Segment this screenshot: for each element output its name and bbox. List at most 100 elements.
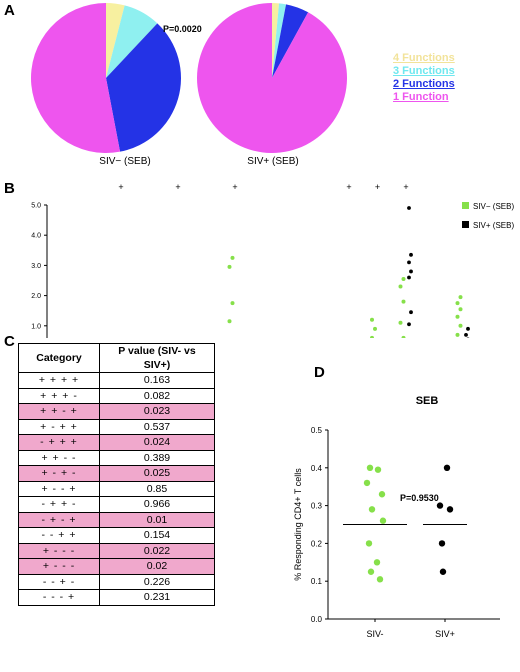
category-cell: + - - - (18, 542, 100, 559)
green-point (401, 335, 406, 338)
siv-neg-point (363, 479, 371, 487)
siv-neg-point (365, 540, 373, 547)
pie-charts-panel (30, 3, 348, 153)
table-row: + + - +0.023 (18, 403, 215, 420)
pie-legend: 4 Functions 3 Functions 2 Functions 1 Fu… (393, 52, 455, 104)
pie-slice (30, 3, 121, 153)
header-p-value: P value (SIV- vs SIV+) (99, 343, 215, 373)
significance-mark: + (375, 182, 380, 192)
siv-neg-point (374, 466, 382, 473)
p-value-cell: 0.022 (99, 542, 215, 559)
table-row: + - + -0.025 (18, 465, 215, 482)
pie-chart-siv-neg (30, 3, 181, 153)
pie-slice (106, 3, 125, 78)
y-tick-label: 0.0 (311, 615, 323, 624)
siv-neg-point (373, 559, 381, 566)
p-value-cell: 0.226 (99, 573, 215, 590)
table-row: - + - +0.01 (18, 511, 215, 528)
green-point (230, 255, 235, 260)
legend-siv-neg: SIV− (SEB) (473, 202, 514, 211)
pie-title-siv-neg: SIV− (SEB) (99, 156, 151, 167)
table-row: - - + -0.226 (18, 573, 215, 590)
black-point (407, 260, 411, 265)
siv-neg-point (379, 517, 387, 524)
p-value-cell: 0.389 (99, 449, 215, 466)
significance-mark: + (232, 182, 237, 192)
significance-mark: + (403, 182, 408, 192)
green-point (458, 307, 463, 312)
siv-neg-point (378, 491, 386, 498)
black-point (407, 275, 411, 280)
green-point (373, 326, 377, 331)
table-row: + + + -0.082 (18, 387, 215, 404)
p-value-cell: 0.025 (99, 465, 215, 482)
siv-pos-point (446, 506, 454, 513)
significance-mark: + (175, 182, 180, 192)
x-tick-label: SIV- (366, 629, 383, 639)
green-point (370, 317, 374, 322)
category-cell: + - - + (18, 480, 100, 497)
green-point (455, 314, 460, 319)
pie-slice (272, 3, 287, 78)
header-category: Category (18, 343, 100, 373)
y-tick-label: 0.4 (311, 464, 323, 473)
y-tick-label: 1.0 (31, 323, 41, 330)
siv-neg-point (366, 464, 374, 471)
p-value-cell: 0.154 (99, 527, 215, 544)
green-point (401, 276, 406, 281)
black-point (409, 310, 413, 315)
table-row: + + + +0.163 (18, 372, 215, 389)
pie-slice (196, 3, 348, 153)
black-point (407, 206, 411, 210)
y-tick-label: 2.0 (31, 293, 41, 300)
green-point (227, 264, 232, 269)
category-cell: + + + + (18, 372, 100, 389)
category-cell: - - + - (18, 573, 100, 590)
panel-letter-a: A (4, 2, 15, 19)
category-cell: - + + - (18, 496, 100, 513)
table-row: - + + -0.966 (18, 496, 215, 513)
chart-title: SEB (416, 395, 439, 407)
table-row: - - - +0.231 (18, 589, 215, 606)
siv-neg-point (367, 568, 375, 575)
p-value-seb: P=0.9530 (400, 493, 439, 503)
legend-2-functions: 2 Functions (393, 78, 455, 90)
y-tick-label: 0.1 (311, 577, 323, 586)
seb-scatter-chart: SEB % Responding CD4+ T cells 0.0 0.1 0.2 0.3… (293, 395, 500, 639)
table-row: + - - -0.022 (18, 542, 215, 559)
panel-letter-c: C (4, 333, 15, 350)
pie-slice (272, 3, 280, 78)
category-cell: - - - + (18, 589, 100, 606)
pie-title-siv-pos: SIV+ (SEB) (247, 156, 299, 167)
siv-pos-point (443, 464, 451, 471)
legend-3-functions: 3 Functions (393, 65, 455, 77)
p-value-cell: 0.537 (99, 418, 215, 435)
category-cell: - - + + (18, 527, 100, 544)
black-point (409, 252, 413, 257)
siv-pos-point (436, 502, 444, 509)
table-row: + - + +0.537 (18, 418, 215, 435)
green-point (401, 299, 406, 304)
y-tick-label: 0.5 (311, 426, 323, 435)
black-point (466, 337, 470, 338)
green-point (458, 323, 463, 328)
p-value-pie: P=0.0020 (163, 24, 202, 34)
black-point (464, 332, 468, 337)
legend-green-marker (462, 202, 469, 209)
category-cell: + + + - (18, 387, 100, 404)
green-point (398, 320, 403, 325)
pie-slice (106, 5, 158, 79)
p-value-cell: 0.163 (99, 372, 215, 389)
y-tick-label: 4.0 (31, 233, 41, 240)
siv-pos-point (438, 540, 446, 547)
category-cell: + - + - (18, 465, 100, 482)
table-row: - - + +0.154 (18, 527, 215, 544)
green-point (370, 335, 374, 338)
category-cell: + - - - (18, 558, 100, 575)
y-tick-label: 0.3 (311, 502, 323, 511)
green-point (458, 295, 463, 300)
siv-neg-point (368, 506, 376, 513)
table-row: + + - -0.389 (18, 449, 215, 466)
significance-mark: + (118, 182, 123, 192)
category-cell: - + + + (18, 434, 100, 451)
